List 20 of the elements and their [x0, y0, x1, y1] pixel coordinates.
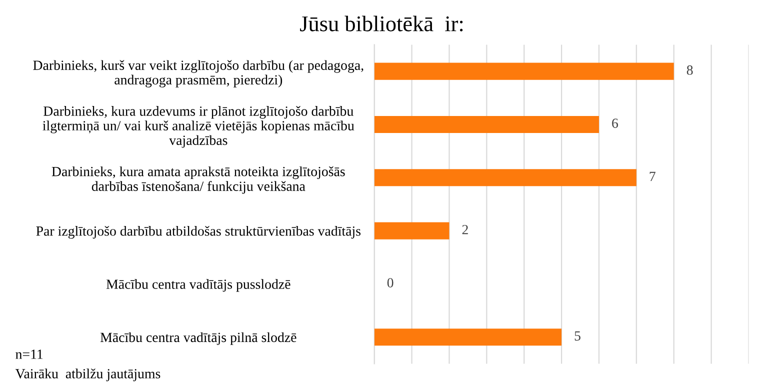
- text: n=11: [16, 350, 43, 359]
- chart-title: Jūsu bibliotēkā ir:: [300, 16, 463, 32]
- y-tick-label: Mācību centra vadītājs pusslodzē: [106, 279, 290, 292]
- y-tick-label: Darbinieks, kura uzdevums ir plānot izglītojošo darbību ilgtermiņā un/ vai kurš analizē vietējās kopienas mācību vajadzības: [42, 106, 354, 148]
- y-tick-label: Darbinieks, kura amata aprakstā noteikta izglītojošās darbības īstenošana/ funkciju veikšana: [52, 166, 345, 194]
- text: Vairāku atbilžu jautājums: [15, 368, 160, 382]
- data-label: 5: [574, 331, 580, 341]
- data-label: 8: [686, 65, 693, 75]
- data-label: 6: [612, 118, 618, 128]
- bar: [374, 62, 674, 80]
- bar: [374, 222, 450, 240]
- bar: [374, 116, 599, 133]
- y-tick-label: Par izglītojošo darbību atbildošas struktūrvienības vadītājs: [36, 226, 360, 239]
- y-tick-label: Mācību centra vadītājs pilnā slodzē: [100, 332, 296, 345]
- data-label: 7: [650, 172, 656, 181]
- data-label: 0: [387, 278, 394, 288]
- data-label: 2: [462, 224, 468, 234]
- bar: [374, 328, 562, 346]
- bar: [374, 169, 636, 186]
- y-tick-label: Darbinieks, kurš var veikt izglītojošo darbību (ar pedagoga, andragoga prasmēm, pieredzi): [33, 60, 364, 88]
